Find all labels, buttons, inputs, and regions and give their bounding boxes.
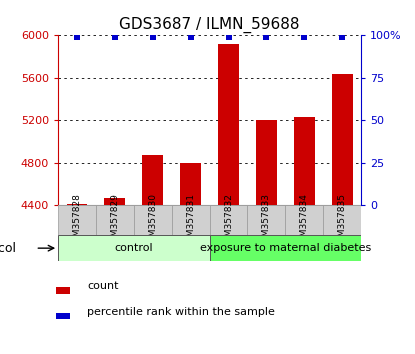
Bar	[134, 205, 172, 235]
Text: protocol: protocol	[0, 242, 17, 255]
Text: count: count	[88, 281, 119, 291]
Bar	[172, 205, 210, 235]
Bar	[294, 117, 315, 205]
Text: GSM357831: GSM357831	[186, 193, 195, 248]
Bar	[58, 235, 210, 261]
Bar	[142, 155, 163, 205]
Title: GDS3687 / ILMN_59688: GDS3687 / ILMN_59688	[120, 16, 300, 33]
Bar	[210, 235, 361, 261]
Bar	[56, 287, 70, 294]
Bar	[67, 204, 88, 205]
Bar	[247, 205, 285, 235]
Text: GSM357830: GSM357830	[148, 193, 157, 248]
Bar	[286, 205, 323, 235]
Bar	[56, 313, 70, 319]
Bar	[180, 163, 201, 205]
Text: percentile rank within the sample: percentile rank within the sample	[88, 307, 275, 317]
Bar	[256, 120, 277, 205]
Text: GSM357832: GSM357832	[224, 193, 233, 248]
Text: GSM357834: GSM357834	[300, 193, 309, 248]
Text: control: control	[115, 243, 153, 253]
Bar	[218, 44, 239, 205]
Bar	[58, 205, 96, 235]
Text: GSM357835: GSM357835	[338, 193, 347, 248]
Text: GSM357829: GSM357829	[110, 193, 120, 248]
Bar	[210, 205, 247, 235]
Bar	[332, 74, 352, 205]
Text: exposure to maternal diabetes: exposure to maternal diabetes	[200, 243, 371, 253]
Text: GSM357828: GSM357828	[73, 193, 81, 248]
Text: GSM357833: GSM357833	[262, 193, 271, 248]
Bar	[323, 205, 361, 235]
Bar	[96, 205, 134, 235]
Bar	[105, 198, 125, 205]
